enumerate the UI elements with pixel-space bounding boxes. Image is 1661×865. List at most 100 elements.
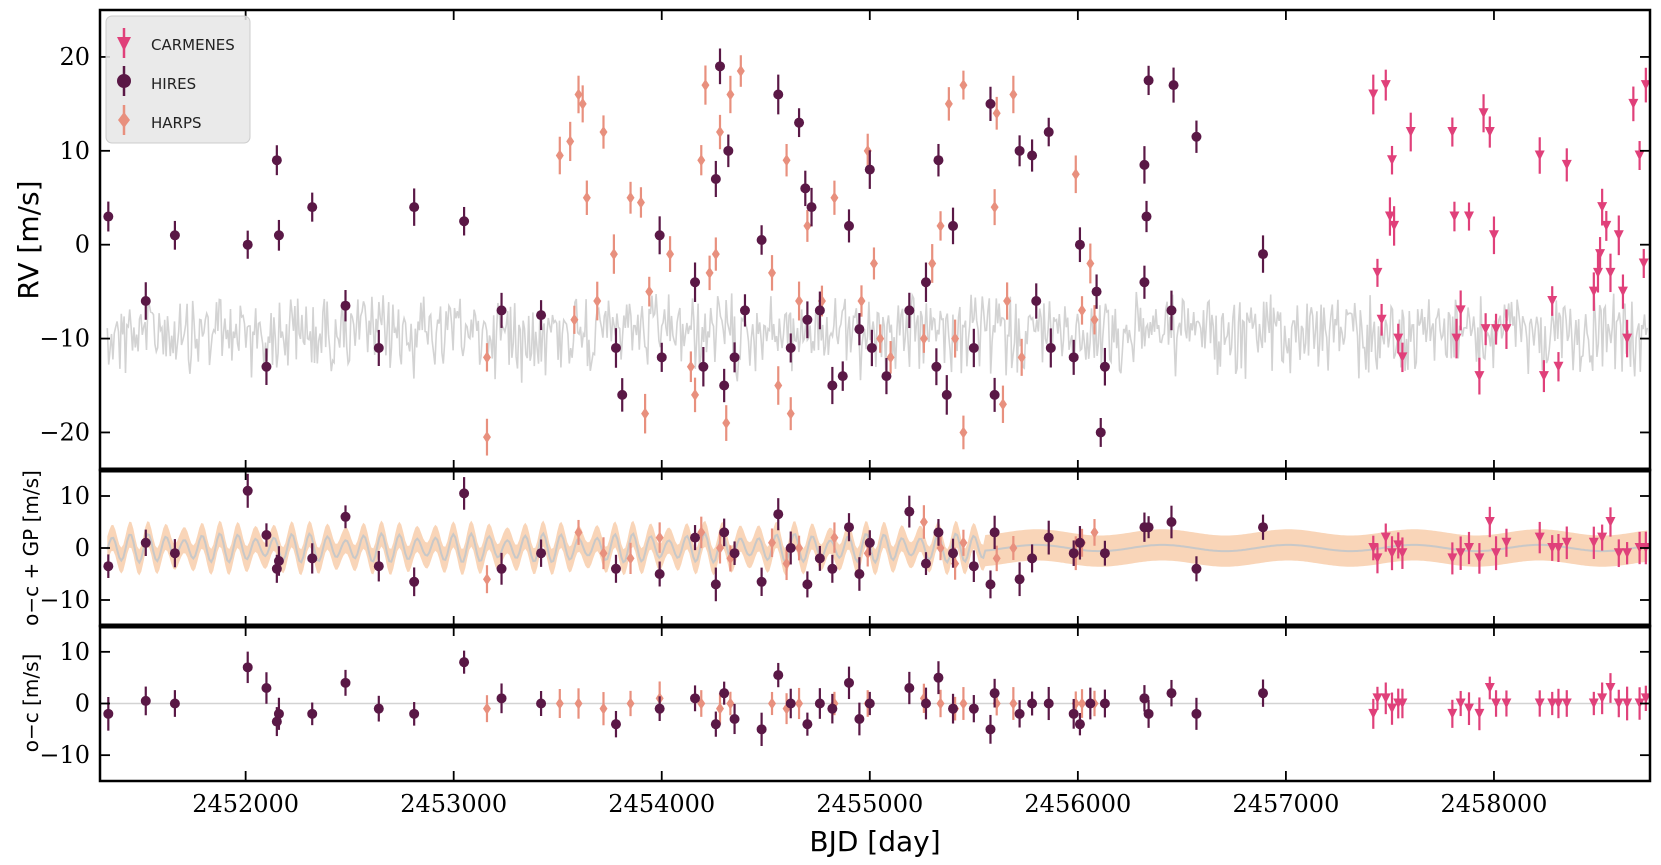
marker-triangle [1634,698,1645,709]
data-point-carmenes [1622,319,1633,358]
marker-circle [948,703,959,714]
data-point-carmenes [1561,690,1572,717]
marker-diamond [803,219,812,232]
marker-circle [814,698,825,709]
data-point-carmenes [1463,202,1474,231]
data-point-hires [756,225,767,255]
data-point-carmenes [1387,692,1398,725]
marker-circle [920,277,931,288]
data-point-harps [876,324,885,353]
marker-triangle [1451,333,1462,344]
data-point-harps [1017,338,1026,376]
marker-circle [719,527,730,538]
data-point-hires [103,201,114,232]
marker-circle [785,698,796,709]
data-point-carmenes [1634,141,1645,170]
marker-circle [1014,574,1025,585]
data-point-carmenes [1488,216,1499,255]
marker-triangle [1501,324,1512,335]
marker-circle [719,380,730,391]
marker-circle [610,342,621,353]
data-point-hires [989,377,1000,412]
data-point-hires [881,358,892,395]
marker-circle [710,173,721,184]
marker-diamond [593,295,602,308]
marker-circle [989,527,1000,538]
data-point-hires [536,690,547,717]
marker-diamond [482,351,491,364]
marker-diamond [655,531,664,544]
data-point-harps [686,351,695,383]
marker-diamond [582,191,591,204]
data-point-harps [626,181,635,214]
data-point-harps [857,285,866,317]
marker-circle [756,235,767,245]
marker-circle [985,724,996,735]
data-point-carmenes [1588,691,1599,716]
marker-diamond [609,248,618,261]
marker-circle [864,537,875,548]
data-point-hires [340,290,351,322]
marker-circle [307,202,318,213]
marker-diamond [726,88,735,101]
data-point-hires [340,669,351,696]
data-point-harps [566,121,575,162]
data-point-hires [690,525,701,551]
marker-diamond [626,697,635,710]
data-point-hires [1143,516,1154,539]
marker-diamond [795,542,804,554]
marker-diamond [641,407,650,420]
data-point-hires [920,552,931,576]
data-point-hires [1031,283,1042,319]
data-point-harps [1090,305,1099,335]
marker-diamond [1078,697,1087,710]
data-point-carmenes [1622,542,1633,565]
data-point-harps [795,687,804,720]
marker-diamond [701,79,710,92]
data-point-harps [482,565,491,594]
marker-circle [536,548,547,559]
marker-triangle [1480,324,1491,335]
data-point-carmenes [1640,67,1651,103]
marker-circle [1095,427,1106,438]
data-point-hires [1166,679,1177,707]
data-point-harps [599,537,608,570]
data-point-hires [610,328,621,368]
data-point-hires [1095,417,1106,447]
data-point-hires [242,230,253,259]
data-point-harps [641,393,650,434]
marker-circle [1166,688,1177,699]
marker-circle [140,296,151,307]
data-point-hires [989,678,1000,708]
data-point-harps [626,542,635,575]
data-point-carmenes [1389,206,1400,246]
marker-diamond [636,196,645,209]
data-point-carmenes [1455,690,1466,717]
data-point-hires [1166,290,1177,331]
marker-circle [827,703,838,714]
marker-diamond [774,379,783,392]
marker-triangle [1597,532,1608,543]
marker-circle [1099,548,1110,559]
marker-diamond [716,702,724,715]
marker-circle [1027,698,1038,709]
marker-triangle [1588,286,1599,297]
marker-triangle [1387,548,1398,559]
marker-circle [103,211,114,222]
marker-diamond [645,285,654,298]
data-point-hires [866,329,877,367]
marker-circle [617,389,628,400]
marker-triangle [1534,532,1545,543]
data-point-hires [985,86,996,121]
marker-circle [1027,553,1038,564]
marker-circle [373,703,384,714]
data-point-carmenes [1480,313,1491,346]
data-point-carmenes [1368,74,1379,115]
data-point-hires [271,145,282,176]
x-tick-label: 2455000 [816,790,923,818]
marker-circle [261,361,272,372]
marker-diamond [1009,542,1018,554]
marker-circle [881,371,892,382]
marker-diamond [795,697,804,710]
